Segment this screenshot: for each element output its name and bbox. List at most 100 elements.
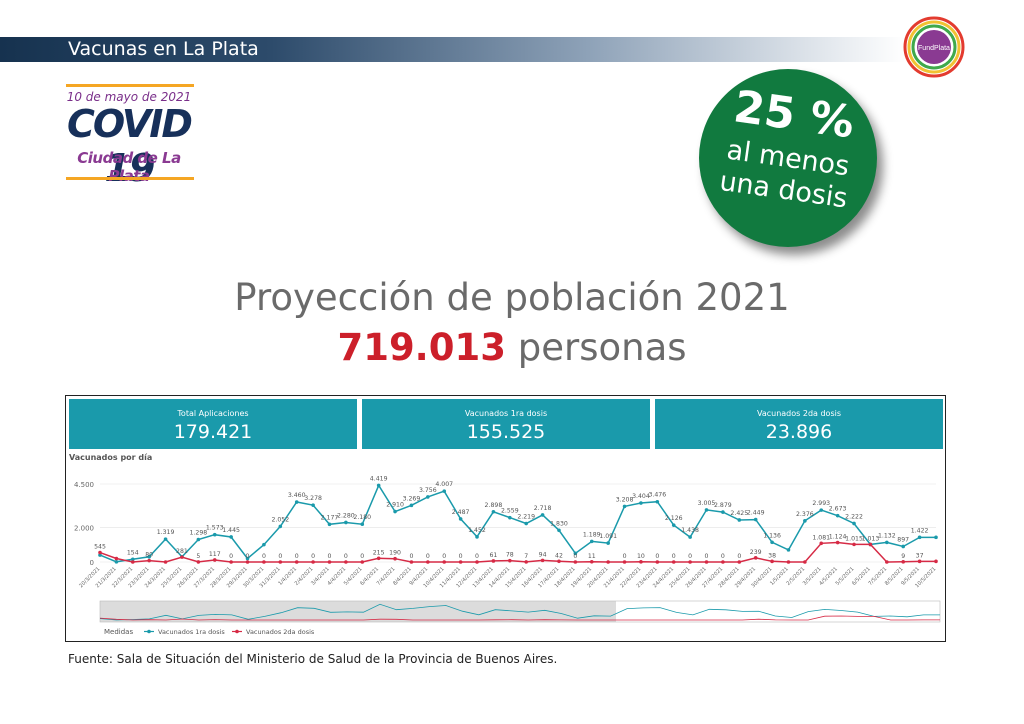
data-point bbox=[688, 560, 692, 564]
data-point bbox=[770, 540, 774, 545]
data-point bbox=[589, 539, 594, 544]
data-label: 2.993 bbox=[812, 500, 830, 507]
data-label: 281 bbox=[176, 548, 188, 555]
series-line bbox=[99, 541, 936, 563]
data-label: 545 bbox=[94, 544, 106, 551]
data-label: 94 bbox=[539, 551, 547, 558]
data-label: 2.910 bbox=[386, 502, 404, 509]
data-point bbox=[704, 508, 709, 512]
data-point bbox=[786, 548, 791, 552]
data-point bbox=[196, 560, 201, 564]
data-label: 0 bbox=[328, 553, 332, 560]
data-label: 3.756 bbox=[419, 487, 437, 494]
data-point bbox=[98, 553, 102, 557]
data-label: 78 bbox=[506, 552, 514, 559]
data-label: 0 bbox=[409, 553, 413, 560]
data-point bbox=[639, 560, 643, 564]
data-point bbox=[278, 524, 283, 529]
data-point bbox=[409, 503, 414, 508]
data-point bbox=[655, 560, 660, 564]
data-point bbox=[212, 558, 217, 562]
data-label: 0 bbox=[459, 553, 463, 560]
data-point bbox=[917, 559, 922, 564]
data-label: 1.132 bbox=[878, 532, 896, 539]
data-point bbox=[393, 556, 397, 561]
data-label: 2.052 bbox=[271, 516, 289, 523]
data-label: 0 bbox=[295, 553, 299, 560]
data-point bbox=[147, 558, 151, 563]
city-name: Ciudad de La Plata bbox=[77, 149, 181, 185]
legend-marker bbox=[235, 629, 239, 634]
data-point bbox=[852, 542, 856, 547]
data-label: 0 bbox=[229, 553, 233, 560]
data-label: 37 bbox=[916, 552, 924, 559]
data-label: 38 bbox=[768, 552, 776, 559]
data-label: 0 bbox=[721, 553, 725, 560]
data-label: 4.007 bbox=[435, 481, 453, 488]
data-label: 154 bbox=[127, 549, 139, 556]
data-label: 0 bbox=[672, 553, 676, 560]
data-point bbox=[819, 541, 824, 546]
data-point bbox=[934, 535, 938, 540]
data-label: 3.278 bbox=[304, 495, 322, 502]
data-point bbox=[819, 508, 824, 512]
data-point bbox=[573, 551, 578, 556]
data-point bbox=[671, 560, 676, 564]
data-point bbox=[229, 560, 233, 564]
data-label: 190 bbox=[389, 550, 401, 557]
data-label: 1.136 bbox=[763, 532, 781, 539]
data-label: 3.269 bbox=[403, 495, 421, 502]
data-label: 1.445 bbox=[222, 527, 240, 534]
data-label: 42 bbox=[555, 552, 563, 559]
data-point bbox=[376, 556, 381, 561]
data-label: 3.404 bbox=[632, 493, 650, 500]
kpi-first-dose: Vacunados 1ra dosis 155.525 bbox=[362, 399, 650, 449]
data-point bbox=[524, 521, 528, 526]
overview-line bbox=[99, 615, 940, 621]
data-point bbox=[327, 560, 332, 564]
data-label: 3.005 bbox=[698, 500, 716, 507]
y-tick-label: 2.000 bbox=[74, 524, 94, 532]
data-point bbox=[442, 560, 447, 564]
data-label: 2.718 bbox=[534, 505, 552, 512]
data-point bbox=[868, 542, 873, 547]
data-point bbox=[901, 544, 906, 549]
data-point bbox=[508, 515, 512, 520]
data-point bbox=[114, 556, 119, 561]
data-label: 4.419 bbox=[370, 475, 388, 482]
data-label: 0 bbox=[246, 553, 250, 560]
data-point bbox=[524, 560, 528, 564]
data-point bbox=[491, 559, 496, 563]
data-label: 7 bbox=[524, 553, 528, 560]
data-label: 0 bbox=[573, 553, 577, 560]
population-headline: Proyección de población 2021 bbox=[234, 276, 790, 319]
top-divider bbox=[66, 84, 194, 87]
data-label: 1.124 bbox=[829, 534, 847, 541]
data-point bbox=[147, 555, 151, 559]
data-point bbox=[294, 560, 299, 564]
data-point bbox=[311, 560, 315, 564]
data-label: 2.222 bbox=[845, 513, 863, 520]
data-label: 3.208 bbox=[616, 496, 634, 503]
data-point bbox=[557, 528, 561, 533]
covid-title-block: 10 de mayo de 2021 COVID 19 Ciudad de La… bbox=[62, 84, 196, 190]
data-label: 2.219 bbox=[517, 514, 535, 521]
data-label: 2.280 bbox=[337, 512, 355, 519]
header-bar: Vacunas en La Plata bbox=[0, 37, 905, 62]
data-label: 2.376 bbox=[796, 511, 814, 518]
data-point bbox=[163, 560, 168, 564]
data-point bbox=[360, 560, 365, 564]
data-label: 2.177 bbox=[321, 514, 339, 521]
data-point bbox=[753, 556, 758, 560]
data-label: 1.452 bbox=[468, 527, 486, 534]
data-label: 2.425 bbox=[730, 510, 748, 517]
chart-title: Vacunados por día bbox=[69, 453, 153, 462]
data-label: 1.830 bbox=[550, 520, 568, 527]
data-point bbox=[753, 517, 758, 522]
population-suffix: personas bbox=[505, 326, 687, 369]
data-point bbox=[262, 560, 266, 564]
covid-title: COVID 19 bbox=[67, 102, 193, 190]
data-label: 0 bbox=[278, 553, 282, 560]
data-point bbox=[770, 559, 774, 564]
data-point bbox=[458, 560, 463, 564]
